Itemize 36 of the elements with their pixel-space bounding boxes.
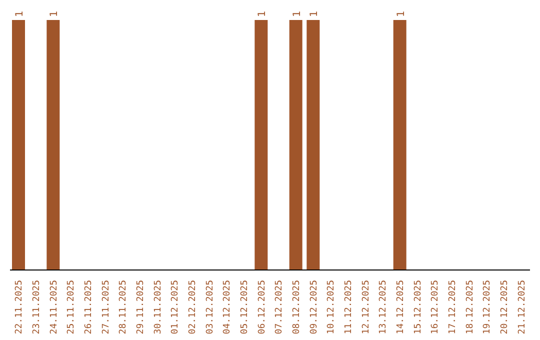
data-label: 1 xyxy=(292,10,303,17)
x-tick-label: 10.12.2025 xyxy=(326,280,337,334)
x-tick-label: 11.12.2025 xyxy=(344,280,354,334)
x-tick-label: 30.11.2025 xyxy=(153,280,164,334)
x-tick-label: 03.12.2025 xyxy=(205,280,216,334)
x-tick-label: 13.12.2025 xyxy=(378,280,389,334)
data-label: 1 xyxy=(257,10,268,17)
x-tick-label: 07.12.2025 xyxy=(274,280,285,334)
x-tick-label: 19.12.2025 xyxy=(482,280,493,334)
x-tick-label: 26.11.2025 xyxy=(84,280,94,334)
x-tick-label: 25.11.2025 xyxy=(66,280,77,334)
x-tick-label: 29.11.2025 xyxy=(136,280,146,334)
data-label: 1 xyxy=(14,10,26,17)
x-tick-label: 21.12.2025 xyxy=(517,280,528,334)
x-tick-label: 23.11.2025 xyxy=(32,280,42,334)
x-tick-label: 22.11.2025 xyxy=(14,280,25,334)
x-tick-label: 24.11.2025 xyxy=(49,280,60,334)
x-tick-label: 14.12.2025 xyxy=(396,280,406,334)
x-tick-label: 28.11.2025 xyxy=(118,280,129,334)
x-tick-label: 04.12.2025 xyxy=(222,280,233,334)
x-tick-label: 18.12.2025 xyxy=(465,280,476,334)
x-tick-label: 17.12.2025 xyxy=(448,280,458,334)
x-tick-label: 02.12.2025 xyxy=(188,280,198,334)
x-tick-label: 12.12.2025 xyxy=(361,280,372,334)
data-label: 1 xyxy=(396,10,407,17)
x-tick-label: 05.12.2025 xyxy=(240,280,250,334)
x-tick-label: 08.12.2025 xyxy=(292,280,302,334)
x-tick-label: 27.11.2025 xyxy=(101,280,112,334)
data-label: 1 xyxy=(309,10,320,17)
x-tick-label: 15.12.2025 xyxy=(413,280,424,334)
x-tick-label: 20.12.2025 xyxy=(500,280,510,334)
x-tick-label: 06.12.2025 xyxy=(257,280,268,334)
data-label: 1 xyxy=(49,10,60,17)
x-tick-label: 01.12.2025 xyxy=(170,280,181,334)
x-tick-label: 09.12.2025 xyxy=(309,280,320,334)
x-tick-label: 16.12.2025 xyxy=(430,280,441,334)
